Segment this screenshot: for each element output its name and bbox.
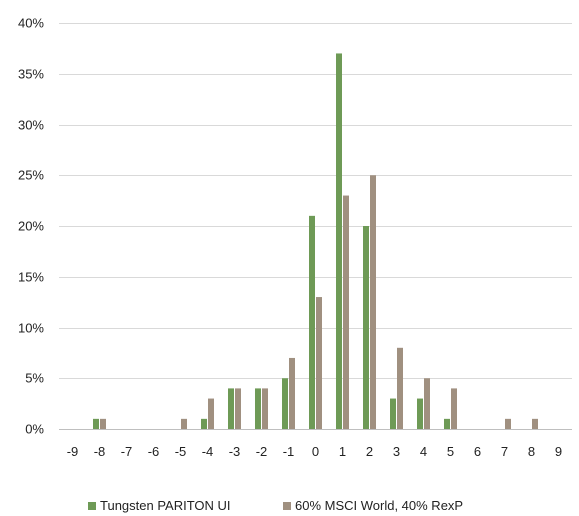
- x-tick-label: -1: [283, 444, 295, 459]
- bar-series-1-3: [390, 398, 396, 429]
- x-tick-label: -4: [202, 444, 214, 459]
- bar-series-2-7: [505, 418, 511, 429]
- x-tick-label: -8: [94, 444, 106, 459]
- bar-series-2-8: [532, 418, 538, 429]
- x-axis-tick-labels: -9 -8 -7 -6 -5 -4 -3 -2 -1 0 1 2 3 4 5 6 7 8 9: [67, 444, 562, 459]
- x-tick-label: -6: [148, 444, 160, 459]
- y-tick-label: 15%: [18, 270, 44, 285]
- bar-series-2-1: [343, 195, 349, 429]
- y-tick-label: 10%: [18, 321, 44, 336]
- y-tick-label: 25%: [18, 168, 44, 183]
- bar-series-1--1: [282, 378, 288, 429]
- x-tick-label: -7: [121, 444, 133, 459]
- y-tick-label: 35%: [18, 67, 44, 82]
- legend-label-2: 60% MSCI World, 40% RexP: [295, 498, 463, 513]
- legend-label-1: Tungsten PARITON UI: [100, 498, 231, 513]
- bar-series-1-5: [444, 418, 450, 429]
- bar-series-1--3: [228, 388, 234, 429]
- x-tick-label: -9: [67, 444, 79, 459]
- x-tick-label: -5: [175, 444, 187, 459]
- bar-series-2--8: [100, 418, 106, 429]
- x-tick-label: 0: [312, 444, 319, 459]
- bar-series-2--3: [235, 388, 241, 429]
- x-tick-label: 2: [366, 444, 373, 459]
- bar-series-2-5: [451, 388, 457, 429]
- x-tick-label: 1: [339, 444, 346, 459]
- bar-series-2--2: [262, 388, 268, 429]
- y-tick-label: 30%: [18, 118, 44, 133]
- bar-series-1-1: [336, 53, 342, 429]
- x-tick-label: -2: [256, 444, 268, 459]
- y-tick-label: 5%: [25, 371, 44, 386]
- x-tick-label: 3: [393, 444, 400, 459]
- x-tick-label: 8: [528, 444, 535, 459]
- bar-series-1--4: [201, 418, 207, 429]
- y-tick-label: 20%: [18, 219, 44, 234]
- y-tick-label: 0%: [25, 422, 44, 437]
- bar-series-2-0: [316, 297, 322, 429]
- bar-series-1-4: [417, 398, 423, 429]
- x-tick-label: 5: [447, 444, 454, 459]
- legend: Tungsten PARITON UI 60% MSCI World, 40% R…: [88, 498, 463, 513]
- bar-series-1--8: [93, 418, 99, 429]
- y-axis-tick-labels: 0% 5% 10% 15% 20% 25% 30% 35% 40%: [18, 16, 44, 437]
- y-tick-label: 40%: [18, 16, 44, 31]
- legend-swatch-2: [283, 502, 291, 510]
- bar-series-1-2: [363, 226, 369, 429]
- bar-series-2-2: [370, 175, 376, 429]
- bar-series-1-0: [309, 215, 315, 429]
- x-tick-label: 7: [501, 444, 508, 459]
- x-tick-label: 6: [474, 444, 481, 459]
- bars: [93, 53, 538, 429]
- bar-series-2-3: [397, 347, 403, 429]
- bar-series-2--1: [289, 357, 295, 429]
- bar-series-2--4: [208, 398, 214, 429]
- bar-series-1--2: [255, 388, 261, 429]
- x-tick-label: 9: [555, 444, 562, 459]
- bar-series-2--5: [181, 418, 187, 429]
- x-tick-label: 4: [420, 444, 427, 459]
- legend-swatch-1: [88, 502, 96, 510]
- gridlines: [59, 23, 572, 430]
- bar-series-2-4: [424, 378, 430, 429]
- x-tick-label: -3: [229, 444, 241, 459]
